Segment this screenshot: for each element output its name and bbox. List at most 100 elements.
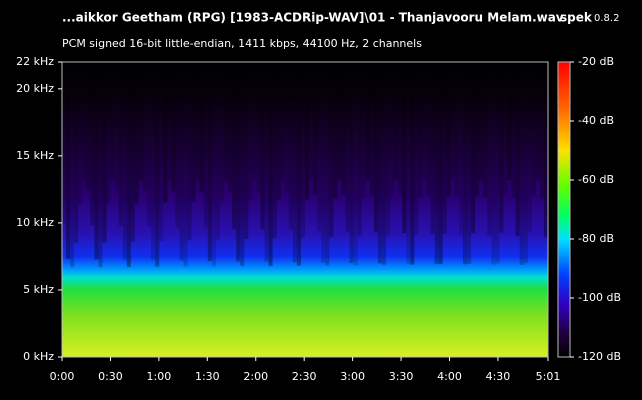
- x-tick-label: 1:00: [147, 370, 172, 383]
- texture-strip: [211, 62, 216, 267]
- colorbar-tick-label: -40 dB: [578, 114, 614, 127]
- texture-strip: [199, 62, 204, 193]
- texture-strip: [296, 62, 301, 266]
- texture-strip: [442, 62, 447, 235]
- y-tick-label: 5 kHz: [23, 283, 54, 296]
- texture-strip: [531, 62, 536, 195]
- texture-strip: [503, 62, 508, 196]
- texture-strip: [126, 62, 131, 267]
- texture-strip: [78, 62, 83, 205]
- texture-strip: [317, 62, 322, 231]
- texture-strip: [402, 62, 407, 234]
- texture-strip: [337, 62, 342, 181]
- color-bar: [557, 61, 571, 358]
- texture-strip: [280, 62, 285, 181]
- texture-strip: [62, 62, 67, 225]
- texture-strip: [305, 62, 310, 200]
- spectrogram: [62, 62, 548, 357]
- texture-strip: [106, 62, 111, 205]
- texture-strip: [110, 62, 115, 181]
- texture-strip: [138, 62, 143, 181]
- spectrogram-texture: [62, 62, 548, 268]
- texture-strip: [357, 62, 362, 237]
- texture-strip: [321, 62, 326, 263]
- texture-strip: [70, 62, 75, 268]
- texture-strip: [462, 62, 467, 265]
- texture-strip: [422, 62, 427, 181]
- x-tick-label: 3:00: [340, 370, 365, 383]
- texture-strip: [248, 62, 253, 201]
- texture-strip: [438, 62, 443, 265]
- x-tick-label: 1:30: [195, 370, 220, 383]
- texture-strip: [215, 62, 220, 240]
- texture-strip: [236, 62, 241, 262]
- texture-strip: [386, 62, 391, 236]
- texture-strip: [426, 62, 431, 197]
- texture-strip: [102, 62, 107, 243]
- texture-strip: [515, 62, 520, 237]
- texture-strip: [292, 62, 297, 263]
- texture-strip: [377, 62, 382, 264]
- texture-strip: [179, 62, 184, 261]
- texture-strip: [151, 62, 156, 261]
- texture-strip: [483, 62, 488, 198]
- texture-strip: [207, 62, 212, 262]
- texture-strip: [284, 62, 289, 194]
- texture-strip: [345, 62, 350, 232]
- colorbar-tick-label: -20 dB: [578, 55, 614, 68]
- texture-strip: [341, 62, 346, 195]
- texture-strip: [187, 62, 192, 241]
- colorbar-tick-label: -80 dB: [578, 232, 614, 245]
- texture-strip: [499, 62, 504, 233]
- texture-strip: [467, 62, 472, 264]
- texture-strip: [147, 62, 152, 227]
- app-version: 0.8.2: [594, 13, 619, 24]
- texture-strip: [353, 62, 358, 266]
- texture-strip: [300, 62, 305, 238]
- y-tick-label: 10 kHz: [16, 216, 54, 229]
- texture-strip: [183, 62, 188, 267]
- texture-strip: [228, 62, 233, 193]
- texture-strip: [260, 62, 265, 230]
- texture-strip: [203, 62, 208, 228]
- texture-strip: [122, 62, 127, 260]
- texture-strip: [410, 62, 415, 265]
- x-tick-label: 0:00: [50, 370, 75, 383]
- texture-strip: [325, 62, 330, 266]
- texture-strip: [82, 62, 87, 181]
- texture-strip: [479, 62, 484, 181]
- texture-strip: [430, 62, 435, 234]
- x-tick-label: 2:30: [292, 370, 317, 383]
- texture-strip: [232, 62, 237, 229]
- texture-strip: [535, 62, 540, 181]
- texture-strip: [309, 62, 314, 181]
- colorbar-tick-label: -60 dB: [578, 173, 614, 186]
- texture-strip: [543, 62, 548, 237]
- texture-strip: [155, 62, 160, 267]
- texture-strip: [458, 62, 463, 235]
- texture-strip: [333, 62, 338, 199]
- texture-strip: [163, 62, 168, 203]
- texture-strip: [288, 62, 293, 231]
- texture-strip: [434, 62, 439, 265]
- texture-strip: [256, 62, 261, 194]
- texture-strip: [519, 62, 524, 265]
- texture-strip: [398, 62, 403, 196]
- texture-strip: [539, 62, 544, 199]
- texture-strip: [130, 62, 135, 242]
- texture-strip: [373, 62, 378, 233]
- texture-strip: [349, 62, 354, 264]
- texture-strip: [471, 62, 476, 234]
- x-tick-label: 4:00: [437, 370, 462, 383]
- y-tick-label: 20 kHz: [16, 82, 54, 95]
- texture-strip: [86, 62, 91, 191]
- texture-strip: [450, 62, 455, 181]
- colorbar-tick-label: -120 dB: [578, 350, 621, 363]
- x-tick-label: 4:30: [486, 370, 511, 383]
- app-name: spek: [560, 11, 593, 25]
- texture-strip: [175, 62, 180, 228]
- texture-strip: [264, 62, 269, 262]
- texture-strip: [381, 62, 386, 265]
